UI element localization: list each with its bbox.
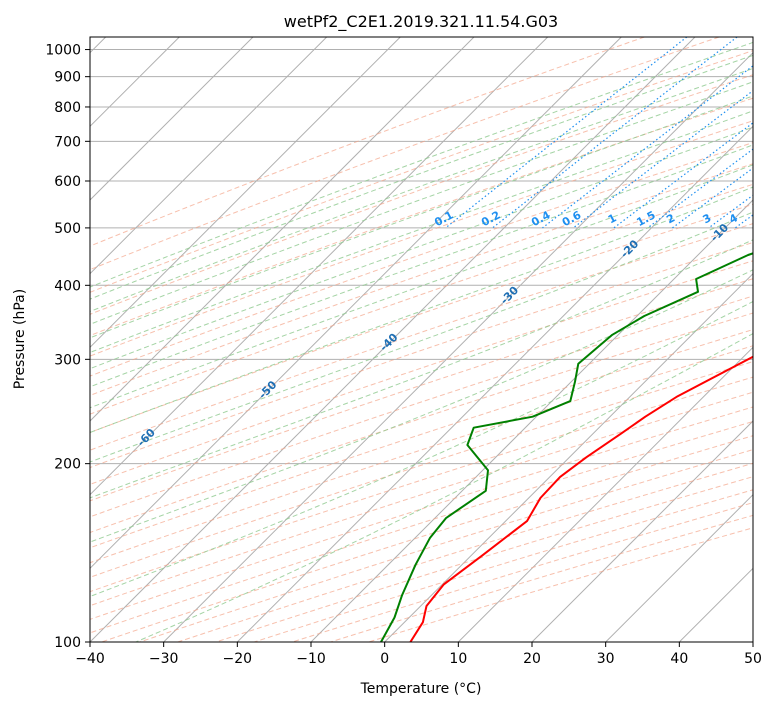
dry-adiabat-line	[90, 312, 753, 534]
mixing-ratio-line	[492, 37, 738, 229]
dry-adiabat-line	[90, 97, 753, 337]
moist-adiabat-line	[90, 211, 753, 463]
y-tick-label: 700	[54, 134, 81, 150]
dry-adiabat-line	[292, 502, 753, 642]
x-tick-label: −30	[149, 651, 179, 667]
y-tick-label: 400	[54, 278, 81, 294]
plot-area: 0.10.20.40.611.52346810131620253036 -100…	[13, 37, 775, 642]
mixing-ratio-line	[734, 214, 753, 229]
moist-adiabat-line	[90, 300, 753, 597]
temperature-line	[409, 355, 753, 642]
dry-adiabat-line	[90, 391, 753, 607]
isotherm-line	[310, 199, 753, 642]
x-tick-label: −40	[75, 651, 105, 667]
x-tick-label: −20	[223, 651, 253, 667]
dry-adiabat-line	[215, 476, 753, 642]
isotherm-line	[384, 272, 753, 642]
isotherm-line	[90, 37, 401, 349]
y-tick-label: 800	[54, 100, 81, 116]
mixing-ratio-labels: 0.10.20.40.611.52346810131620253036	[432, 208, 775, 229]
dry-adiabat-line	[368, 527, 753, 642]
x-tick-label: −10	[296, 651, 326, 667]
x-tick-label: 30	[597, 651, 615, 667]
y-axis: 100 200 300 400 500 600 700 800 900 1000	[45, 43, 90, 651]
mixing-ratio-label: 1.5	[634, 208, 657, 229]
y-tick-label: 1000	[45, 43, 81, 59]
isotherm-line	[90, 37, 549, 496]
mixing-ratio-label: 0.1	[432, 208, 455, 229]
isotherm-line	[163, 51, 753, 642]
x-tick-label: 40	[670, 651, 688, 667]
x-tick-label: 50	[744, 651, 762, 667]
dry-adiabat-line	[101, 435, 753, 642]
dry-adiabat-line	[90, 163, 753, 396]
dry-adiabat-line	[90, 278, 753, 502]
background-lines	[90, 37, 753, 642]
mixing-ratio-label: 3	[701, 211, 714, 226]
mixing-ratio-label: 2	[664, 211, 677, 226]
mixing-ratio-line	[542, 65, 753, 229]
isotherm-line	[457, 346, 753, 642]
moist-adiabat-line	[90, 41, 753, 288]
y-axis-label: Pressure (hPa)	[12, 289, 28, 389]
dry-adiabat-line	[90, 295, 753, 518]
moist-adiabat-line	[90, 164, 753, 409]
isotherm-line	[752, 641, 753, 642]
dry-adiabat-line	[90, 345, 753, 564]
dry-adiabat-line	[90, 329, 753, 549]
y-tick-label: 500	[54, 221, 81, 237]
isotherm-line	[90, 37, 696, 642]
mixing-ratio-label: 1	[606, 211, 619, 226]
isotherm-line	[90, 37, 254, 201]
x-tick-label: 10	[449, 651, 467, 667]
isotherm-line	[90, 37, 475, 422]
x-tick-label: 20	[523, 651, 541, 667]
isotherm-line	[605, 493, 753, 642]
x-tick-label: 0	[380, 651, 389, 667]
y-tick-label: 600	[54, 174, 81, 190]
isotherm-line	[531, 420, 753, 642]
mixing-ratio-label: 0.4	[529, 208, 553, 229]
isotherm-label: -70	[13, 474, 36, 497]
dry-adiabat-line	[90, 223, 753, 451]
x-axis-label: Temperature (°C)	[360, 681, 482, 697]
dry-adiabat-line	[90, 260, 753, 485]
y-tick-label: 900	[54, 70, 81, 86]
dry-adiabat-line	[90, 142, 753, 377]
profiles	[380, 252, 753, 642]
mixing-ratio-line	[672, 167, 753, 229]
moist-adiabat-line	[90, 186, 753, 434]
mixing-ratio-line	[613, 122, 753, 229]
y-tick-label: 100	[54, 635, 81, 651]
isotherm-line	[90, 37, 622, 570]
dry-adiabat-line	[90, 37, 720, 271]
isotherm-line	[678, 567, 753, 642]
dry-adiabat-line	[90, 241, 753, 469]
y-tick-label: 200	[54, 457, 81, 473]
mixing-ratio-line	[572, 89, 753, 229]
plot-frame	[89, 36, 754, 643]
dry-adiabat-line	[90, 50, 753, 293]
moist-adiabat-line	[90, 239, 753, 499]
dry-adiabat-line	[90, 361, 753, 578]
dewpoint-line	[380, 252, 753, 642]
dry-adiabat-line	[90, 376, 753, 593]
mixing-ratio-label: 6	[766, 211, 775, 226]
isotherm-line	[236, 125, 753, 642]
dry-adiabat-line	[177, 462, 753, 642]
chart-title: wetPf2_C2E1.2019.321.11.54.G03	[284, 12, 558, 32]
y-tick-label: 300	[54, 352, 81, 368]
isotherm-line	[90, 37, 328, 275]
x-axis: −40 −30 −20 −10 0 10 20 30 40 50	[75, 642, 762, 667]
moist-adiabat-line	[90, 269, 753, 543]
